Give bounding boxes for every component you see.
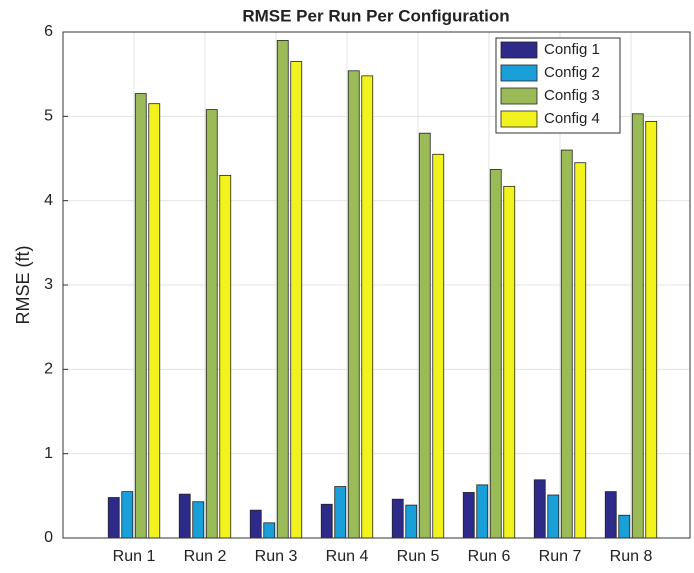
legend-label: Config 1 [544, 41, 600, 58]
x-tick-label: Run 5 [397, 548, 440, 565]
bar [121, 491, 134, 539]
x-tick-label: Run 6 [468, 548, 511, 565]
bar [462, 492, 475, 539]
bar [418, 132, 431, 539]
legend-label: Config 3 [544, 87, 600, 104]
legend-swatch [500, 64, 538, 82]
bar [476, 484, 489, 539]
y-tick-label: 4 [44, 192, 53, 209]
bar [178, 493, 191, 539]
bar [489, 169, 502, 539]
x-tick-label: Run 4 [326, 548, 369, 565]
legend-label: Config 2 [544, 64, 600, 81]
bar [604, 491, 617, 539]
bar [503, 185, 516, 539]
bar [192, 501, 205, 539]
legend-label: Config 4 [544, 110, 600, 127]
bar [618, 514, 631, 539]
bar [405, 504, 418, 539]
bar [631, 113, 644, 539]
bar [347, 70, 360, 539]
bar [148, 103, 161, 539]
x-tick-label: Run 3 [255, 548, 298, 565]
legend: Config 1 Config 2 Config 3 Config 4 [495, 37, 621, 134]
y-tick-label: 0 [44, 529, 53, 546]
bar [249, 509, 262, 539]
bar [361, 75, 374, 539]
legend-swatch [500, 41, 538, 59]
bar [219, 174, 232, 539]
legend-swatch [500, 87, 538, 105]
bar [560, 149, 573, 539]
x-tick-label: Run 2 [184, 548, 227, 565]
bar [547, 494, 560, 539]
chart-title: RMSE Per Run Per Configuration [242, 6, 509, 25]
legend-swatch [500, 110, 538, 128]
bar [334, 486, 347, 539]
bar [645, 120, 658, 539]
bar [432, 153, 445, 539]
bar [391, 498, 404, 539]
bar [134, 93, 147, 539]
y-axis-label: RMSE (ft) [13, 246, 33, 325]
bar [263, 522, 276, 539]
bar [533, 479, 546, 539]
bar [290, 61, 303, 539]
bar [205, 109, 218, 539]
bar [320, 503, 333, 539]
x-tick-label: Run 1 [113, 548, 156, 565]
x-tick-label: Run 7 [539, 548, 582, 565]
bar [276, 40, 289, 539]
y-tick-label: 2 [44, 361, 53, 378]
y-tick-label: 5 [44, 108, 53, 125]
y-tick-label: 1 [44, 445, 53, 462]
y-tick-label: 6 [44, 23, 53, 40]
x-tick-label: Run 8 [610, 548, 653, 565]
plot-frame [62, 31, 691, 539]
bar [107, 497, 120, 539]
bar [574, 162, 587, 539]
y-tick-label: 3 [44, 276, 53, 293]
